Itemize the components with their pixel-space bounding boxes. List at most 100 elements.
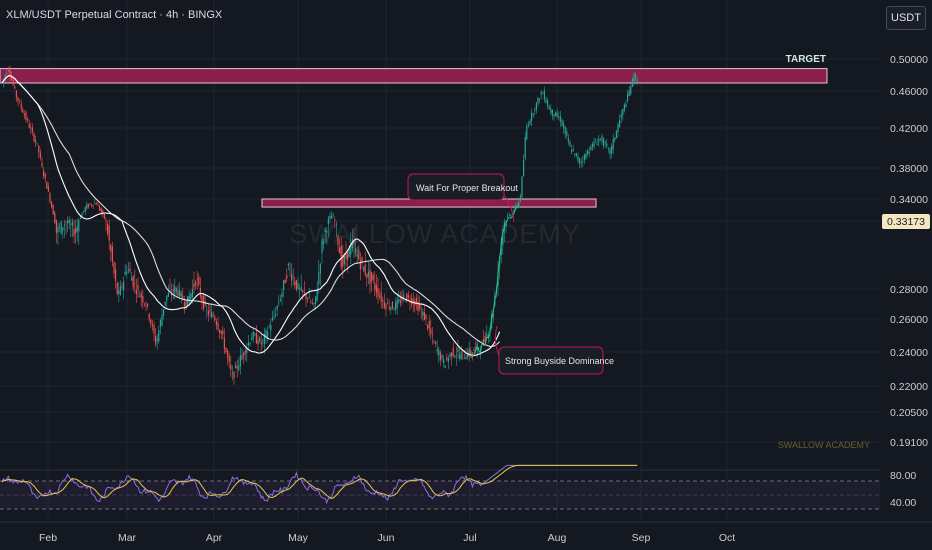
candle-body bbox=[335, 224, 337, 226]
candle-body bbox=[628, 90, 630, 96]
candle-body bbox=[105, 219, 107, 221]
candle-body bbox=[508, 214, 510, 216]
candle-body bbox=[460, 352, 462, 359]
candle-body bbox=[423, 312, 425, 321]
candle-body bbox=[537, 97, 539, 104]
candle-body bbox=[611, 146, 613, 154]
candle-body bbox=[467, 353, 469, 358]
candle-body bbox=[599, 138, 601, 140]
candle-body bbox=[6, 72, 8, 74]
candle-body bbox=[580, 162, 582, 163]
candle-body bbox=[457, 348, 459, 352]
candle-body bbox=[366, 273, 368, 278]
candle-body bbox=[337, 236, 339, 245]
candle-body bbox=[452, 347, 454, 356]
currency-button[interactable]: USDT bbox=[886, 6, 926, 30]
moving-average-slow bbox=[1, 75, 501, 348]
chart-title: XLM/USDT Perpetual Contract · 4h · BINGX bbox=[6, 9, 223, 21]
candle-body bbox=[388, 307, 390, 309]
candle-body bbox=[620, 114, 622, 118]
candle-body bbox=[137, 285, 139, 290]
candle-body bbox=[543, 90, 545, 100]
candle-body bbox=[247, 342, 249, 346]
candle-body bbox=[60, 221, 62, 235]
candle-body bbox=[545, 99, 547, 103]
candle-body bbox=[233, 371, 235, 379]
candle-body bbox=[246, 347, 248, 353]
candle-body bbox=[483, 338, 485, 343]
candle-body bbox=[39, 152, 41, 158]
candle-body bbox=[561, 120, 563, 127]
candle-body bbox=[17, 97, 19, 102]
candle-body bbox=[107, 224, 109, 234]
candle-body bbox=[239, 355, 241, 367]
candle-body bbox=[238, 365, 240, 371]
candle-body bbox=[67, 220, 69, 223]
candle-body bbox=[134, 282, 136, 284]
candle-body bbox=[231, 372, 233, 374]
candle-body bbox=[310, 301, 312, 303]
candle-body bbox=[276, 306, 278, 310]
candle-body bbox=[348, 246, 350, 258]
candle-body bbox=[455, 355, 457, 357]
candle-body bbox=[619, 119, 621, 128]
candle-body bbox=[435, 341, 437, 344]
candle-body bbox=[324, 229, 326, 232]
candle-body bbox=[443, 359, 445, 364]
candle-body bbox=[577, 156, 579, 161]
candle-body bbox=[57, 226, 59, 233]
candle-body bbox=[559, 116, 561, 122]
candle-body bbox=[236, 366, 238, 369]
target-zone[interactable] bbox=[0, 68, 828, 84]
candle-body bbox=[377, 287, 379, 297]
candle-body bbox=[367, 271, 369, 277]
candle-body bbox=[292, 277, 294, 279]
candle-body bbox=[38, 145, 40, 153]
candle-body bbox=[579, 158, 581, 164]
candle-body bbox=[1, 82, 3, 84]
candle-body bbox=[7, 69, 9, 71]
candle-body bbox=[171, 293, 173, 296]
candle-body bbox=[268, 326, 270, 328]
candle-body bbox=[558, 116, 560, 118]
candle-body bbox=[572, 149, 574, 152]
price-axis[interactable]: 0.500000.460000.420000.380000.340000.310… bbox=[890, 54, 928, 449]
annotation-breakout[interactable]: Wait For Proper Breakout bbox=[407, 173, 518, 223]
candle-body bbox=[183, 302, 185, 306]
candle-body bbox=[327, 218, 329, 225]
candle-body bbox=[214, 316, 216, 321]
candle-body bbox=[356, 254, 358, 257]
current-price-label: 0.33173 bbox=[887, 216, 925, 228]
candle-body bbox=[567, 138, 569, 142]
rsi-level-40: 40.00 bbox=[890, 497, 916, 509]
candle-body bbox=[121, 285, 123, 288]
candle-body bbox=[151, 324, 153, 326]
candle-body bbox=[311, 303, 313, 304]
candle-body bbox=[158, 329, 160, 342]
candle-body bbox=[75, 227, 77, 234]
candle-body bbox=[571, 150, 573, 153]
candle-body bbox=[612, 139, 614, 150]
candle-body bbox=[390, 307, 392, 310]
candle-body bbox=[286, 275, 288, 279]
candle-body bbox=[478, 347, 480, 349]
candle-body bbox=[51, 201, 53, 208]
candle-body bbox=[473, 349, 475, 351]
annotation-buyside[interactable]: Strong Buyside Dominance bbox=[494, 325, 614, 375]
candle-body bbox=[539, 98, 541, 100]
candle-body bbox=[622, 109, 624, 116]
price-tick-label: 0.20500 bbox=[890, 407, 928, 419]
candle-body bbox=[84, 207, 86, 213]
candle-body bbox=[73, 229, 75, 236]
candles bbox=[1, 65, 638, 385]
time-axis[interactable]: Feb Mar Apr May Jun Jul Aug Sep Oct bbox=[39, 532, 735, 544]
candle-body bbox=[289, 269, 291, 271]
candle-body bbox=[259, 337, 261, 342]
candle-body bbox=[161, 314, 163, 326]
price-tick-label: 0.46000 bbox=[890, 86, 928, 98]
candle-body bbox=[244, 350, 246, 354]
candle-body bbox=[167, 292, 169, 297]
candle-body bbox=[486, 333, 488, 336]
candle-body bbox=[163, 309, 165, 316]
